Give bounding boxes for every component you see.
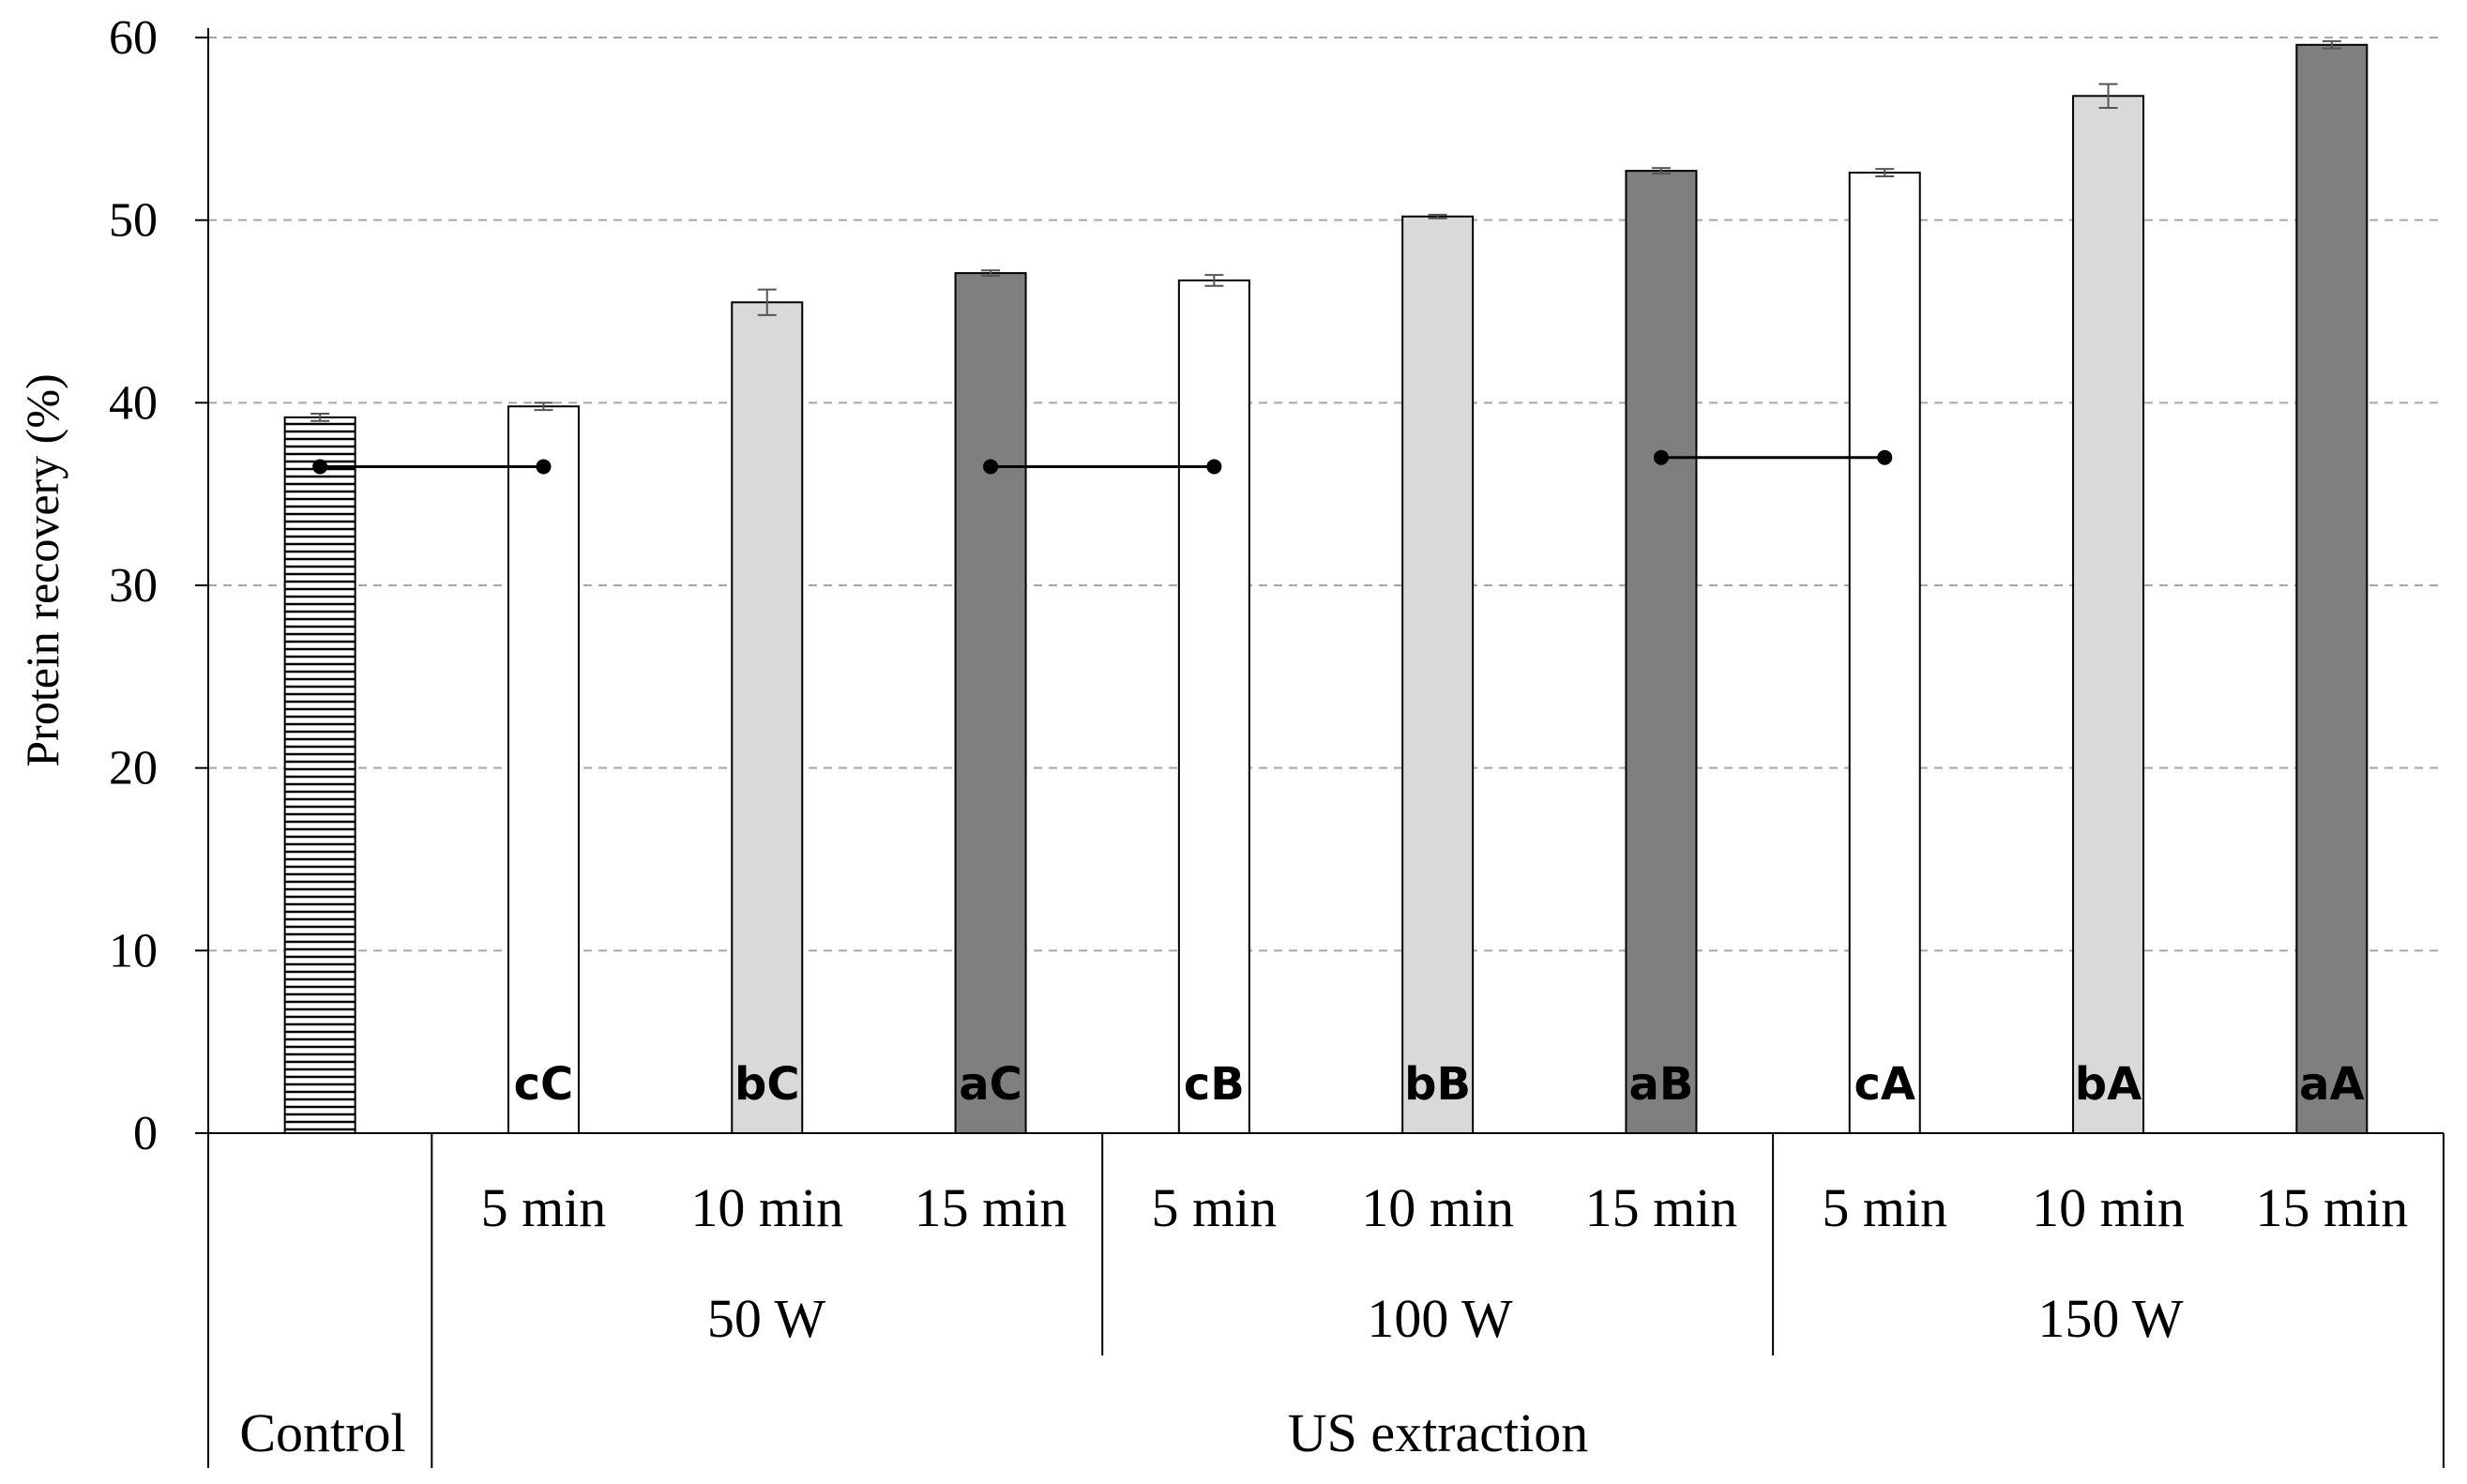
bar-50w-15 <box>954 272 1027 1134</box>
axes <box>195 28 2444 1468</box>
bar-150w-5 <box>1848 172 1921 1134</box>
time-label-100w-5: 5 min <box>1151 1177 1277 1238</box>
y-tick-label-30: 30 <box>109 559 158 613</box>
bar-150w-15 <box>2295 43 2369 1135</box>
category-label-control: Control <box>239 1402 405 1463</box>
significance-label-100w-10: bB <box>1404 1058 1471 1111</box>
bar-150w-10 <box>2072 95 2145 1134</box>
bar-50w-10 <box>731 301 804 1134</box>
significance-label-150w-15: aA <box>2299 1058 2365 1111</box>
error-bars <box>310 39 2341 422</box>
significance-label-50w-5: cC <box>514 1058 574 1111</box>
significance-label-50w-10: bC <box>734 1058 800 1111</box>
bar-control <box>283 416 356 1134</box>
comparison-dot-start-0 <box>312 459 328 475</box>
power-label-50w: 50 W <box>707 1288 825 1349</box>
time-label-50w-15: 15 min <box>915 1177 1067 1238</box>
power-label-150w: 150 W <box>2037 1288 2183 1349</box>
y-tick-label-40: 40 <box>109 376 158 430</box>
significance-label-50w-15: aC <box>959 1058 1022 1111</box>
labels: Protein recovery (%) Control US extracti… <box>16 11 2408 1463</box>
bar-100w-5 <box>1177 279 1250 1134</box>
comparison-dot-start-1 <box>983 459 999 475</box>
time-label-100w-15: 15 min <box>1585 1177 1738 1238</box>
time-label-150w-5: 5 min <box>1822 1177 1947 1238</box>
y-tick-label-10: 10 <box>109 924 158 977</box>
time-label-100w-10: 10 min <box>1361 1177 1514 1238</box>
significance-label-100w-15: aB <box>1628 1058 1693 1111</box>
category-label-us-extraction: US extraction <box>1288 1402 1589 1463</box>
power-label-100w: 100 W <box>1367 1288 1512 1349</box>
bar-100w-15 <box>1625 170 1698 1134</box>
bars <box>283 43 2369 1135</box>
time-label-50w-10: 10 min <box>690 1177 843 1238</box>
significance-label-150w-10: bA <box>2075 1058 2142 1111</box>
comparison-dot-end-1 <box>1206 459 1222 475</box>
time-label-150w-15: 15 min <box>2255 1177 2408 1238</box>
comparison-dot-start-2 <box>1653 449 1669 465</box>
y-axis-title: Protein recovery (%) <box>16 373 68 766</box>
comparison-dot-end-0 <box>536 459 552 475</box>
comparison-dot-end-2 <box>1877 449 1893 465</box>
bar-50w-5 <box>507 405 580 1134</box>
comparison-lines <box>312 449 1893 475</box>
significance-label-100w-5: cB <box>1184 1058 1245 1111</box>
y-tick-label-60: 60 <box>109 11 158 65</box>
bar-100w-10 <box>1401 215 1475 1135</box>
y-tick-label-20: 20 <box>109 742 158 795</box>
time-label-150w-10: 10 min <box>2032 1177 2185 1238</box>
gridlines <box>208 37 2444 952</box>
significance-label-150w-5: cA <box>1854 1058 1915 1111</box>
y-tick-label-50: 50 <box>109 194 158 248</box>
time-label-50w-5: 5 min <box>481 1177 607 1238</box>
y-tick-label-0: 0 <box>133 1107 158 1160</box>
